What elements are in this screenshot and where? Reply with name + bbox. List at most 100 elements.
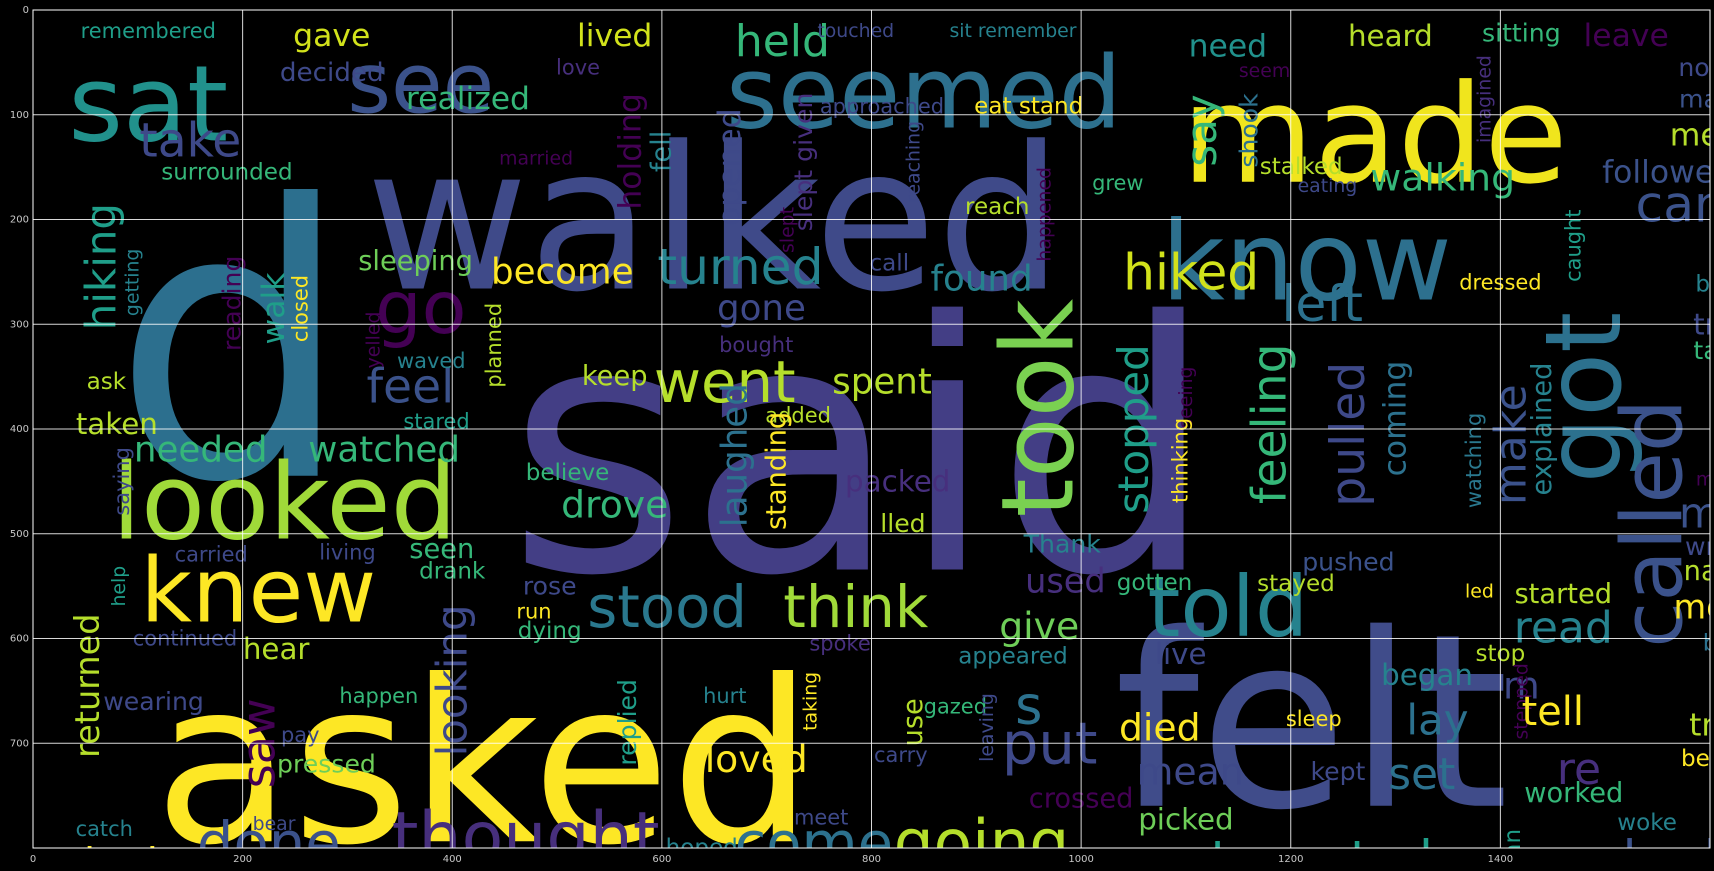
- word-happened: happened: [1033, 167, 1055, 262]
- word-walking: walking: [1370, 156, 1515, 200]
- word-say: say: [1177, 94, 1226, 166]
- word-catch: catch: [76, 817, 133, 841]
- word-followed: followed: [1602, 154, 1714, 190]
- word-taken: taken: [76, 407, 158, 441]
- word-pressed: pressed: [277, 750, 376, 779]
- word-live: live: [1155, 637, 1207, 671]
- word-stared: stared: [403, 410, 469, 434]
- x-tick-label: 600: [652, 854, 671, 865]
- word-growing: growing: [982, 867, 1066, 871]
- word-watching: watching: [1462, 413, 1486, 508]
- word-thought: thought: [392, 798, 660, 871]
- word-sleeping: sleeping: [358, 246, 473, 277]
- word-tell: tell: [1522, 689, 1584, 735]
- word-pushed: pushed: [1302, 548, 1394, 577]
- word-seeing: seeing: [1175, 366, 1197, 428]
- word-called: called: [1603, 399, 1701, 648]
- word-tried: tried: [1689, 707, 1714, 743]
- word-become: become: [491, 251, 634, 292]
- word-set: set: [1388, 749, 1455, 800]
- word-opened: opened: [712, 108, 748, 226]
- word-closed: closed: [288, 275, 312, 342]
- word-read: read: [1514, 603, 1613, 654]
- word-hear: hear: [243, 632, 311, 666]
- word-added: added: [765, 403, 831, 427]
- y-tick-label: 600: [10, 634, 29, 645]
- y-tick-label: 0: [23, 5, 29, 16]
- word-said: said: [507, 248, 1215, 651]
- y-tick-label: 300: [10, 319, 29, 330]
- word-ask: ask: [87, 369, 127, 395]
- word-packed: packed: [845, 464, 950, 498]
- word-remembered: remembered: [81, 19, 216, 43]
- word-re: re: [1557, 744, 1601, 795]
- word-surrounded: surrounded: [161, 159, 292, 185]
- word-take: take: [139, 113, 241, 168]
- word-lived: lived: [577, 18, 652, 54]
- word-thinking: thinking: [1169, 418, 1193, 503]
- word-eating: eating: [1298, 175, 1358, 197]
- word-moving: moving: [1696, 468, 1714, 490]
- word-kept: kept: [1310, 757, 1365, 786]
- word-feeling: feeling: [1242, 343, 1297, 504]
- word-died: died: [1119, 706, 1201, 750]
- word-touched: touched: [817, 20, 894, 42]
- y-tick-label: 200: [10, 215, 29, 226]
- word-grew: grew: [1092, 171, 1143, 195]
- word-leaving: leaving: [976, 693, 998, 762]
- word-left: left: [1281, 274, 1362, 333]
- word-slept: slept: [777, 207, 799, 253]
- word-come: come: [735, 809, 894, 871]
- word-replied: replied: [613, 679, 642, 766]
- word-seen: seen: [409, 534, 474, 565]
- word-love: love: [556, 56, 600, 80]
- word-shook: shook: [1234, 93, 1263, 168]
- word-begun: begun: [1681, 746, 1714, 772]
- word-watched: watched: [308, 429, 460, 470]
- word-make: make: [1485, 384, 1536, 505]
- word-looked: looked: [112, 441, 457, 563]
- x-tick-label: 0: [30, 854, 36, 865]
- word-stood: stood: [587, 573, 747, 641]
- word-bear: bear: [253, 813, 296, 835]
- word-reading: reading: [218, 256, 247, 352]
- x-tick-label: 400: [443, 854, 462, 865]
- y-tick-label: 400: [10, 424, 29, 435]
- word-drove: drove: [561, 482, 668, 526]
- word-call: call: [870, 250, 910, 276]
- word-believe: believe: [526, 460, 610, 486]
- word-pulled: pulled: [1321, 362, 1376, 507]
- word-took: took: [982, 298, 1097, 517]
- word-used: used: [1025, 561, 1106, 600]
- word-arrived: arrived: [598, 866, 680, 871]
- x-tick-label: 800: [862, 854, 881, 865]
- word-want-wanted: want wanted: [1107, 829, 1433, 871]
- word-found: found: [930, 259, 1032, 300]
- word-reach: reach: [965, 194, 1030, 220]
- word-see: see: [347, 34, 494, 132]
- word-keep: keep: [582, 361, 648, 392]
- grid-layer: [32, 9, 1711, 849]
- word-moved: moved: [1673, 588, 1714, 627]
- word-taking: taking: [800, 672, 822, 731]
- word-planned: planned: [482, 303, 506, 388]
- y-tick-label: 700: [10, 738, 29, 749]
- word-wearing: wearing: [103, 687, 204, 716]
- word-hike: hike: [1709, 231, 1714, 267]
- word-help: help: [108, 566, 130, 607]
- word-heard: heard: [1348, 19, 1433, 53]
- word-dying: dying: [518, 618, 582, 644]
- word-hiking: hiking: [77, 203, 126, 330]
- word-asked: asked: [154, 633, 814, 871]
- word-saying: saying: [110, 447, 134, 516]
- word-standing: standing: [762, 412, 793, 530]
- word-sit-remember: sit remember: [949, 20, 1076, 42]
- word-woke: woke: [1617, 810, 1677, 836]
- x-tick-label: 1200: [1278, 854, 1303, 865]
- word-leave: leave: [1584, 18, 1669, 54]
- x-tick-label: 1400: [1488, 854, 1513, 865]
- word-carried: carried: [175, 543, 248, 567]
- word-run: run: [516, 599, 551, 623]
- word-imagined: imagined: [1474, 55, 1496, 143]
